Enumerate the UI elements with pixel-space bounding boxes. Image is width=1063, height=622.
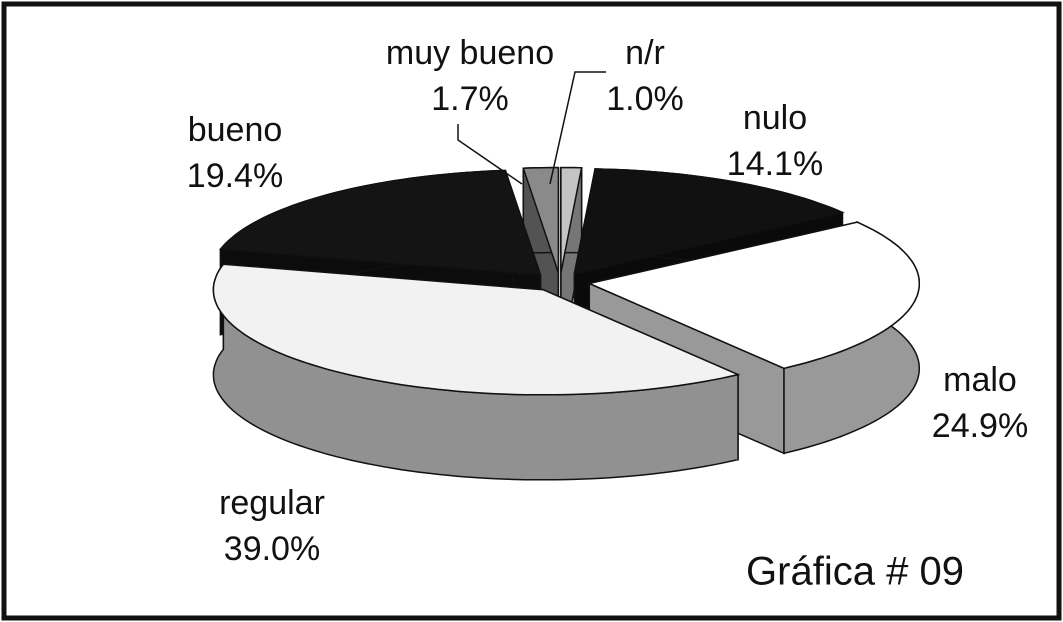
slice [560, 166, 583, 273]
slice [212, 263, 741, 396]
pie [212, 166, 921, 481]
slice-label: regular [219, 484, 325, 522]
slice-label: bueno [188, 111, 283, 149]
slice-value-label: 24.9% [932, 407, 1028, 445]
slice-label: nulo [743, 99, 807, 137]
slice-label: n/r [625, 34, 665, 72]
slice-value-label: 19.4% [187, 157, 283, 195]
slice [219, 169, 542, 276]
slice-label: malo [943, 361, 1017, 399]
slice-label: muy bueno [386, 34, 554, 72]
chart-annotation: Gráfica # 09 [746, 550, 964, 594]
labels: n/r 1.0% nulo 14.1% malo 24.9% regular 39.0% bue… [187, 34, 1028, 568]
slice-value-label: 1.7% [431, 80, 509, 118]
leader-line [457, 124, 523, 185]
slice [573, 168, 845, 275]
slice [586, 221, 921, 370]
slice-value-label: 14.1% [727, 145, 823, 183]
leader-line [549, 71, 606, 185]
slice [522, 166, 560, 273]
slice-value-label: 39.0% [224, 530, 320, 568]
slice-value-label: 1.0% [606, 80, 684, 118]
